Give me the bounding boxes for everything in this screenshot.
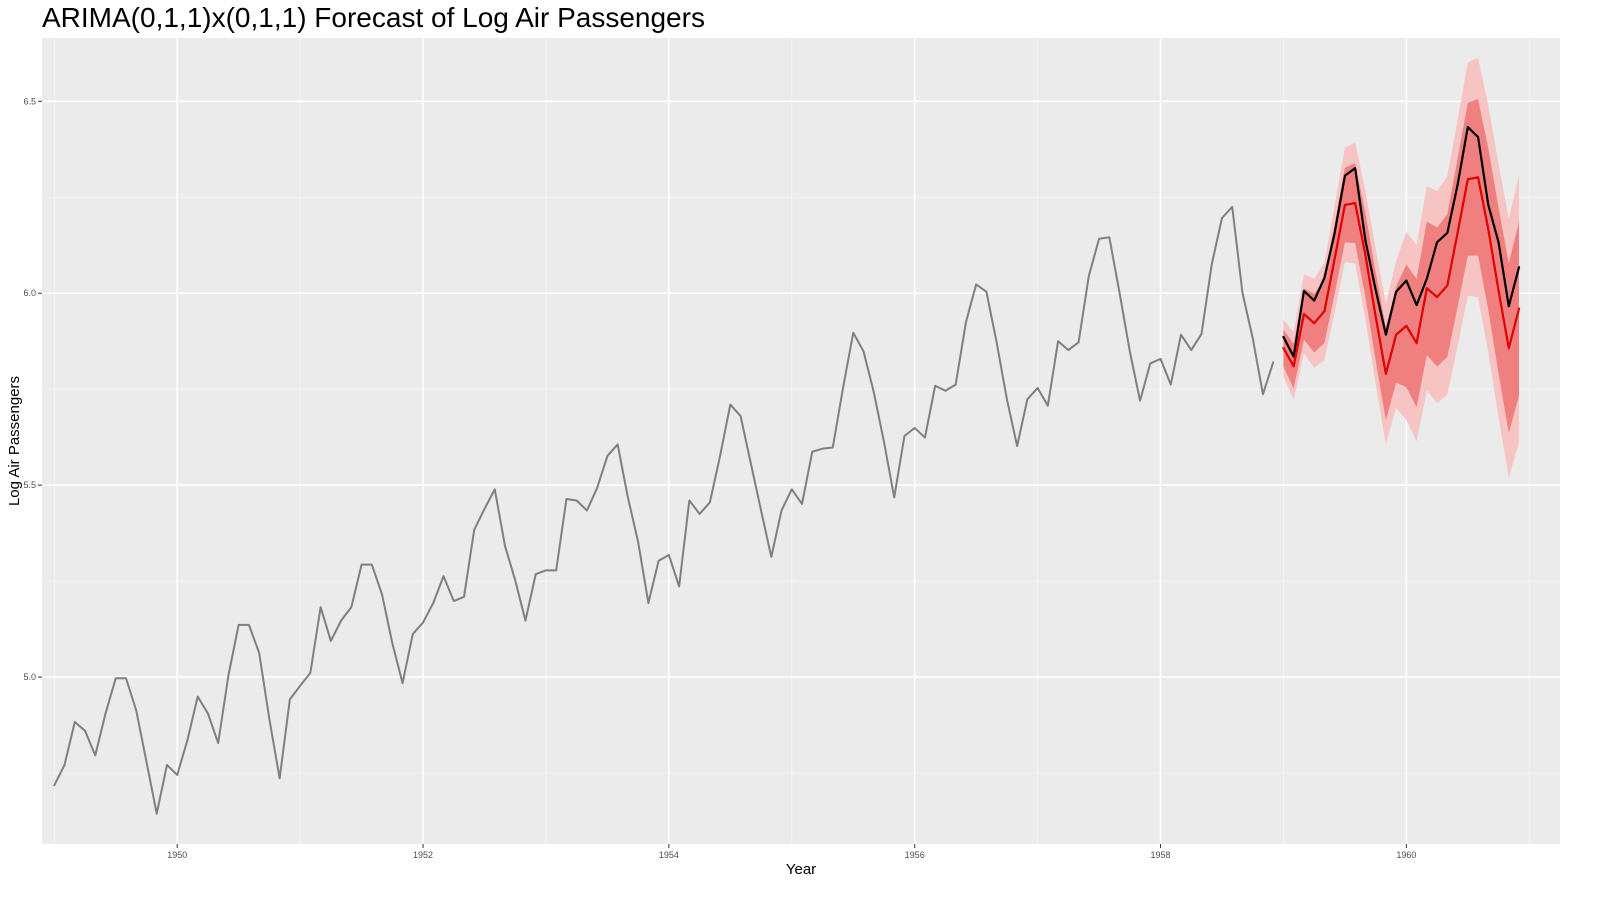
x-axis-title: Year [786,861,816,878]
x-tick-label: 1950 [167,850,187,860]
y-axis-title: Log Air Passengers [6,376,23,506]
interval-bands [1283,57,1520,478]
plot-panel [42,38,1560,844]
grid-layer [42,38,1560,844]
x-tick-label: 1952 [413,850,433,860]
x-tick-label: 1956 [905,850,925,860]
series-line-actual [1282,125,1521,358]
interval-band-80pct [1283,99,1520,433]
chart-title: ARIMA(0,1,1)x(0,1,1) Forecast of Log Air… [42,2,705,33]
series-line-forecast [1282,176,1521,375]
series-lines [53,125,1521,815]
y-tick-label: 6.0 [23,288,36,298]
y-tick-label: 6.5 [23,96,36,106]
x-tick-label: 1954 [659,850,679,860]
y-tick-label: 5.0 [23,672,36,682]
axes: 1950 1952 1954 1956 1958 1960 5.0 5.5 6.0 6.5 [23,96,1416,860]
x-tick-label: 1960 [1396,850,1416,860]
series-line-observed [53,205,1275,815]
y-tick-label: 5.5 [23,480,36,490]
x-tick-label: 1958 [1151,850,1171,860]
